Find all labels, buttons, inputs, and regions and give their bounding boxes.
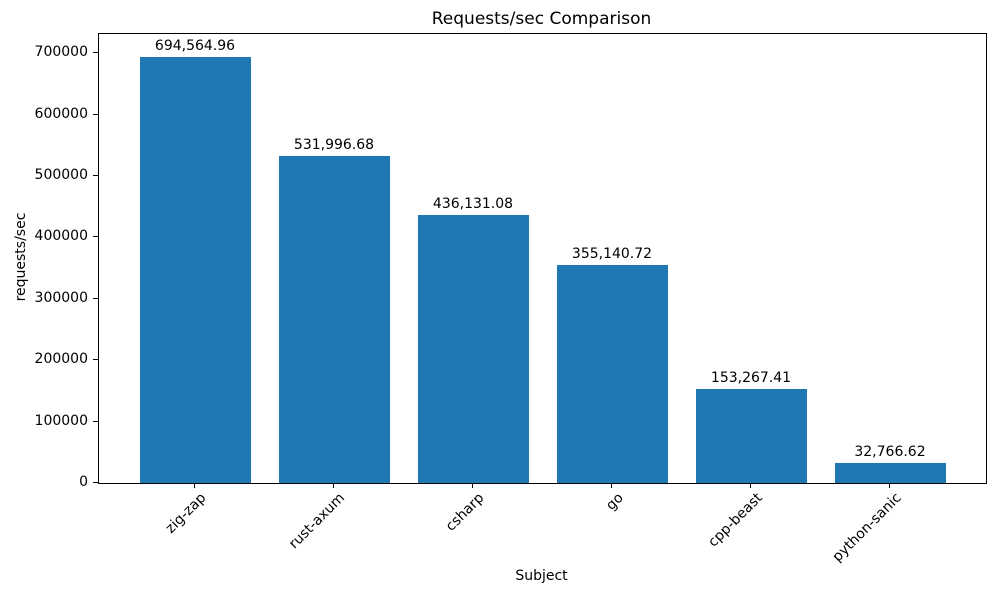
y-tick-label: 700000 xyxy=(34,44,88,61)
x-tick-mark xyxy=(194,483,195,488)
bar-rust-axum xyxy=(278,156,390,483)
x-tick-label: zig-zap xyxy=(162,490,210,537)
bar-value-label: 32,766.62 xyxy=(854,443,926,460)
x-tick-mark xyxy=(472,483,473,488)
y-tick-label: 400000 xyxy=(34,228,88,245)
bar-cpp-beast xyxy=(695,388,807,483)
bar-value-label: 153,267.41 xyxy=(710,369,792,386)
y-tick-label: 300000 xyxy=(34,289,88,306)
bar-value-label: 436,131.08 xyxy=(432,196,514,213)
x-tick-label: csharp xyxy=(442,490,488,535)
bar-python-sanic xyxy=(834,462,946,483)
y-tick-mark xyxy=(93,175,98,176)
bar-go xyxy=(556,264,668,483)
x-tick-label: cpp-beast xyxy=(704,490,766,551)
y-tick-mark xyxy=(93,52,98,54)
bar-zig-zap xyxy=(139,56,251,483)
bar-value-label: 531,996.68 xyxy=(293,137,375,154)
y-tick-label: 0 xyxy=(79,474,88,490)
y-tick-label: 200000 xyxy=(34,351,88,368)
y-tick-mark xyxy=(93,113,98,115)
y-tick-label: 100000 xyxy=(34,412,88,429)
y-tick-mark xyxy=(93,297,98,299)
y-tick-label: 500000 xyxy=(34,167,88,183)
y-tick-mark xyxy=(93,420,98,422)
x-axis-label: Subject xyxy=(515,568,568,584)
y-axis-label: requests/sec xyxy=(13,212,29,302)
bar-value-label: 694,564.96 xyxy=(154,37,236,54)
x-tick-mark xyxy=(611,483,612,488)
y-tick-label: 600000 xyxy=(34,105,88,122)
x-tick-mark xyxy=(889,483,890,488)
x-tick-mark xyxy=(750,483,751,488)
plot-area: 694,564.96 531,996.68 436,131.08 355,140.72… xyxy=(98,33,987,484)
y-tick-mark xyxy=(93,236,98,238)
chart-title: Requests/sec Comparison xyxy=(431,9,652,29)
x-tick-label: go xyxy=(602,490,627,514)
y-tick-mark xyxy=(93,482,98,483)
x-tick-label: python-sanic xyxy=(829,490,905,566)
x-tick-label: rust-axum xyxy=(286,490,349,553)
bar-csharp xyxy=(417,215,529,483)
y-tick-mark xyxy=(93,359,98,361)
bar-value-label: 355,140.72 xyxy=(571,245,653,262)
x-tick-mark xyxy=(333,483,334,488)
